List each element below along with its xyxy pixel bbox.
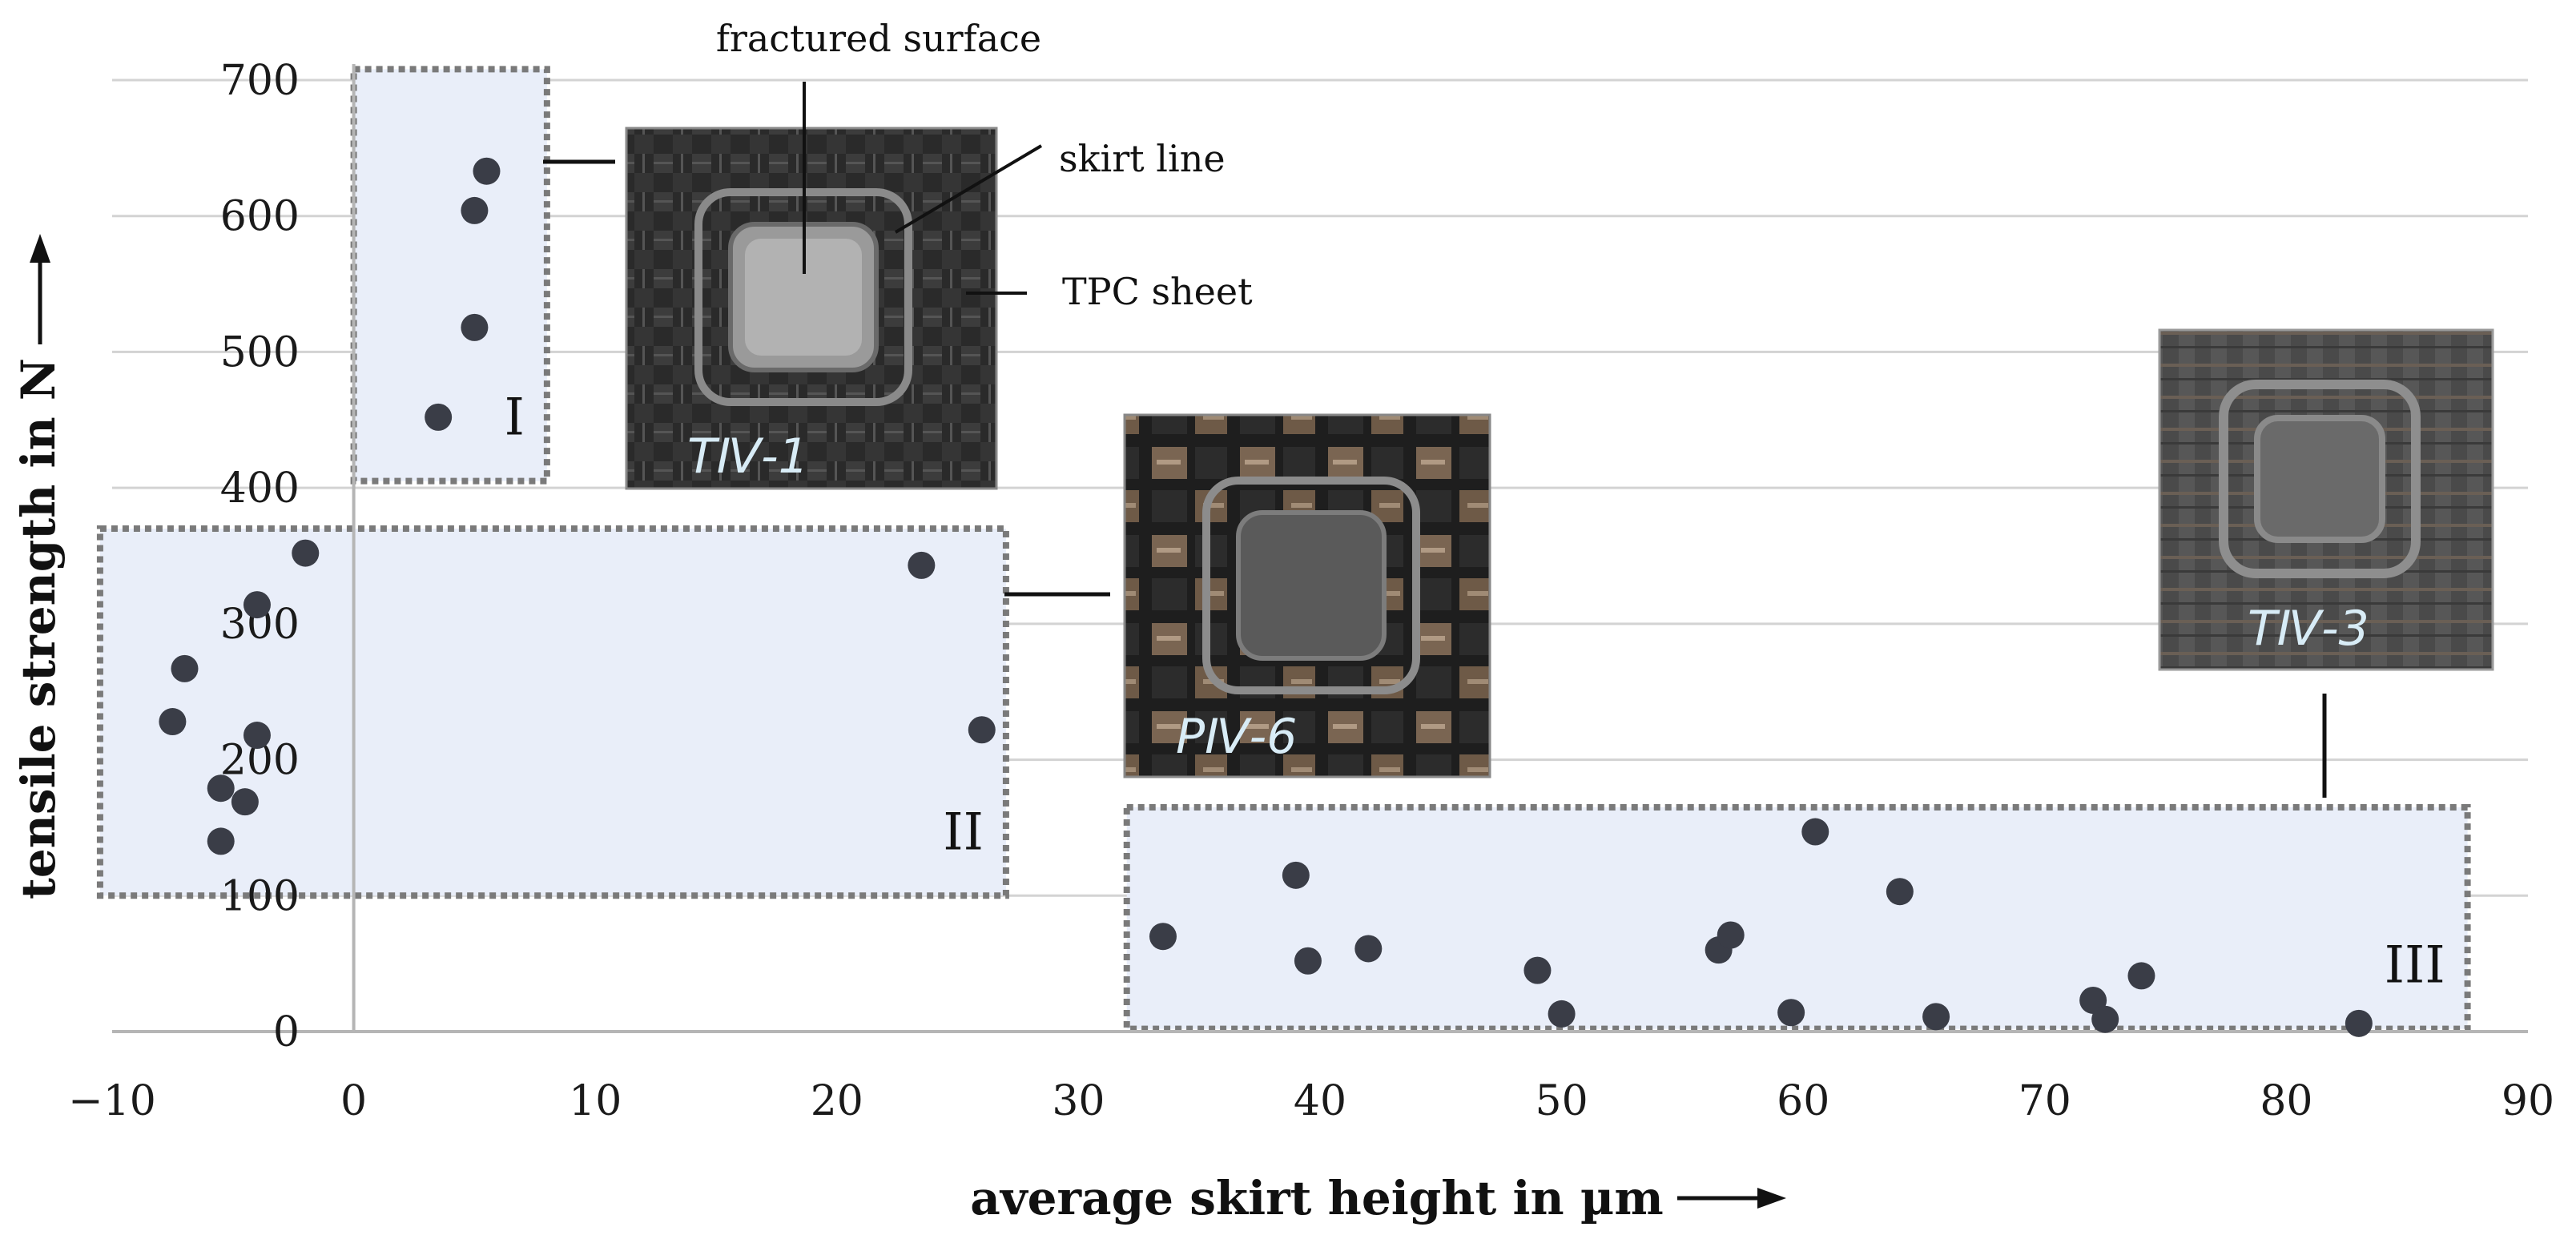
x-axis-arrow-head bbox=[1757, 1188, 1786, 1209]
data-point-2 bbox=[461, 196, 489, 224]
x-tick-label-5: 40 bbox=[1294, 1077, 1346, 1125]
data-point-4 bbox=[292, 539, 320, 567]
region-box-III bbox=[1123, 803, 2471, 1032]
y-axis-arrow-head bbox=[30, 234, 50, 263]
x-tick-label-7: 60 bbox=[1777, 1077, 1829, 1125]
data-point-3 bbox=[473, 157, 501, 185]
data-point-9 bbox=[207, 774, 235, 803]
photo-specimen-3: TⅣ-3 bbox=[2158, 328, 2494, 671]
data-point-27 bbox=[2091, 1005, 2119, 1033]
data-point-13 bbox=[968, 716, 996, 744]
x-axis-title: average skirt height in µm bbox=[970, 1171, 1663, 1225]
y-tick-label-6: 600 bbox=[220, 193, 300, 241]
data-point-0 bbox=[425, 403, 453, 431]
region-label-I: I bbox=[505, 388, 525, 448]
x-tick-label-1: 0 bbox=[340, 1077, 367, 1125]
y-tick-label-7: 700 bbox=[220, 57, 300, 105]
data-point-19 bbox=[1548, 1000, 1576, 1028]
annotation-tpc-sheet: TPC sheet bbox=[1062, 270, 1253, 313]
data-point-7 bbox=[159, 708, 187, 736]
photo-label-3: TⅣ-3 bbox=[2248, 601, 2369, 657]
photo-label-2: PⅣ-6 bbox=[1176, 709, 1297, 765]
data-point-17 bbox=[1354, 935, 1383, 963]
x-tick-label-8: 70 bbox=[2019, 1077, 2071, 1125]
y-tick-label-1: 100 bbox=[220, 872, 300, 920]
data-point-5 bbox=[243, 591, 271, 619]
annotation-skirt-line: skirt line bbox=[1059, 137, 1226, 180]
data-point-29 bbox=[2345, 1009, 2373, 1037]
data-point-10 bbox=[231, 788, 259, 816]
data-point-8 bbox=[243, 722, 271, 750]
y-axis-title: tensile strength in N bbox=[11, 358, 66, 899]
annotation-leader-skirt bbox=[894, 144, 1043, 234]
data-point-22 bbox=[1777, 999, 1805, 1027]
data-point-18 bbox=[1523, 956, 1552, 984]
region-label-III: III bbox=[2385, 936, 2445, 996]
x-tick-label-10: 90 bbox=[2502, 1077, 2554, 1125]
data-point-1 bbox=[461, 313, 489, 341]
photo-specimen-1: TⅣ-1 bbox=[625, 127, 998, 490]
region-box-II bbox=[96, 525, 1009, 899]
y-axis-title-group: tensile strength in N bbox=[11, 234, 66, 899]
y-tick-label-4: 400 bbox=[220, 465, 300, 513]
y-tick-label-5: 500 bbox=[220, 328, 300, 376]
y-tick-label-0: 0 bbox=[273, 1008, 300, 1056]
photo-label-1: TⅣ-1 bbox=[687, 428, 809, 485]
data-point-12 bbox=[908, 551, 936, 579]
data-point-24 bbox=[1886, 878, 1914, 906]
data-point-25 bbox=[1922, 1003, 1950, 1031]
x-tick-label-9: 80 bbox=[2260, 1077, 2312, 1125]
x-tick-label-2: 10 bbox=[569, 1077, 622, 1125]
data-point-11 bbox=[207, 827, 235, 855]
data-point-21 bbox=[1717, 921, 1745, 949]
photo-specimen-2: PⅣ-6 bbox=[1123, 413, 1491, 778]
x-axis-title-group: average skirt height in µm bbox=[970, 1171, 1786, 1225]
x-tick-label-0: −10 bbox=[68, 1077, 156, 1125]
data-point-23 bbox=[1801, 818, 1829, 846]
data-point-28 bbox=[2127, 962, 2155, 990]
data-point-14 bbox=[1149, 923, 1177, 951]
data-point-6 bbox=[171, 654, 199, 682]
annotation-fractured-surface: fractured surface bbox=[716, 17, 1041, 60]
data-point-16 bbox=[1294, 947, 1322, 975]
x-tick-label-6: 50 bbox=[1536, 1077, 1588, 1125]
data-point-15 bbox=[1282, 861, 1310, 889]
x-tick-label-4: 30 bbox=[1052, 1077, 1105, 1125]
x-tick-label-3: 20 bbox=[811, 1077, 863, 1125]
region-label-II: II bbox=[943, 803, 984, 862]
